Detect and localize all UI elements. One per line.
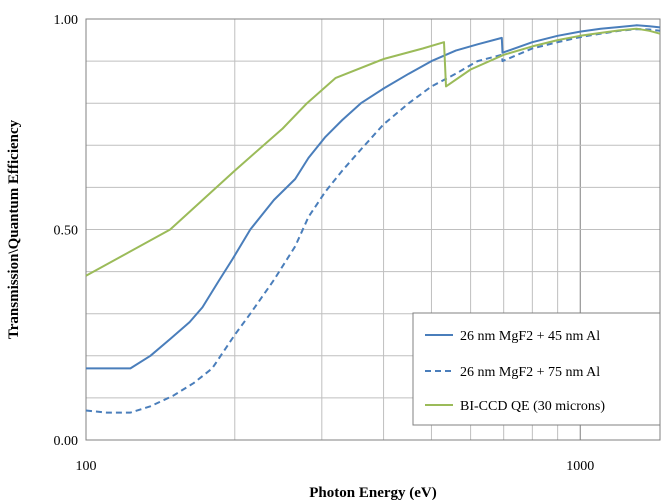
y-tick-label: 1.00 [54, 13, 79, 28]
y-tick-label: 0.00 [54, 434, 79, 449]
plot-area [85, 18, 661, 441]
legend: 26 nm MgF2 + 45 nm Al 26 nm MgF2 + 75 nm … [412, 312, 661, 426]
legend-box [412, 312, 661, 426]
series-line-2 [85, 28, 661, 414]
y-tick-label: 0.50 [54, 224, 79, 239]
legend-label-1: 26 nm MgF2 + 45 nm Al [460, 329, 600, 344]
legend-label-2: 26 nm MgF2 + 75 nm Al [460, 365, 600, 380]
x-tick-label: 100 [76, 459, 97, 474]
series-line-3 [85, 27, 661, 277]
tick-labels: 0.00 0.50 1.00 100 1000 [54, 13, 595, 474]
legend-label-3: BI-CCD QE (30 microns) [460, 399, 605, 414]
series-lines [85, 24, 661, 414]
y-axis-title: Transmission\Quantum Efficiency [6, 119, 22, 339]
series-line-1 [86, 24, 661, 370]
x-axis-title: Photon Energy (eV) [309, 485, 437, 500]
x-tick-label: 1000 [566, 459, 594, 474]
